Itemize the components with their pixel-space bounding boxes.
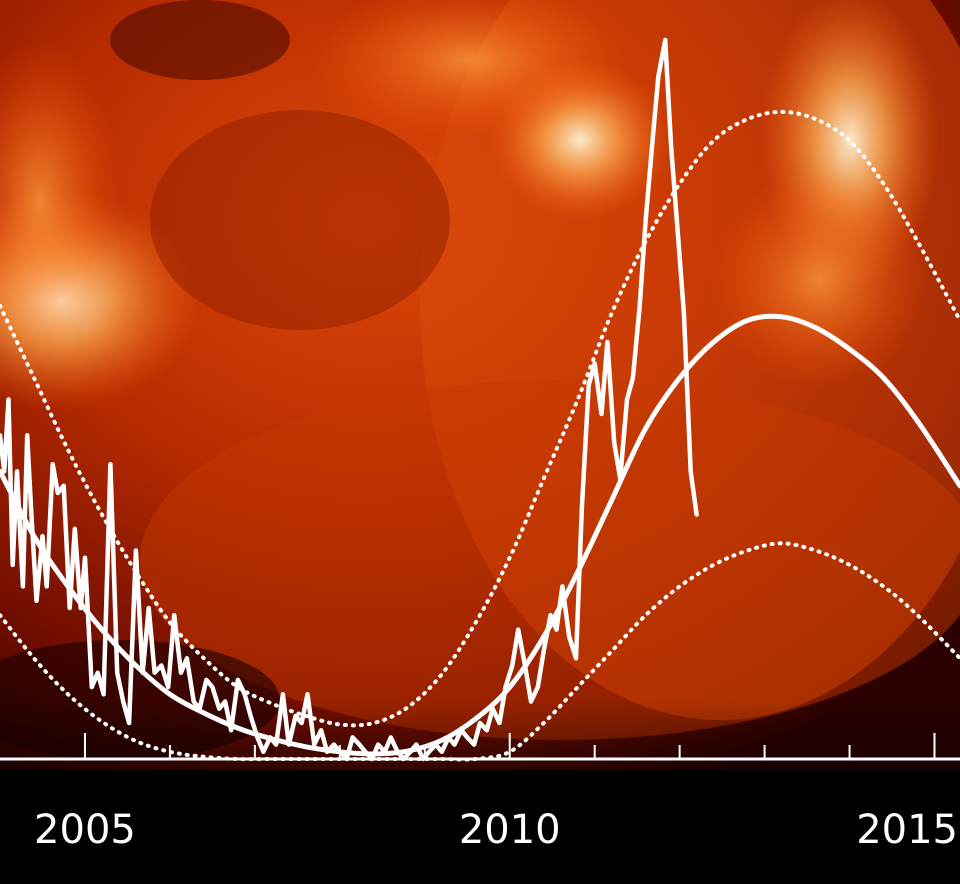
series-dotted-lower-line xyxy=(0,541,960,762)
series-dotted-upper-line xyxy=(0,109,960,728)
series-layer xyxy=(0,37,960,762)
tick-label-2010: 2010 xyxy=(459,807,561,853)
series-solid-smooth-line xyxy=(0,313,960,757)
tick-label-2015: 2015 xyxy=(856,807,958,853)
x-axis: 2005 2010 2015 xyxy=(0,733,960,853)
x-axis-tick-labels: 2005 2010 2015 xyxy=(34,807,958,853)
tick-label-2005: 2005 xyxy=(34,807,136,853)
series-solid-jagged-line xyxy=(0,37,699,762)
